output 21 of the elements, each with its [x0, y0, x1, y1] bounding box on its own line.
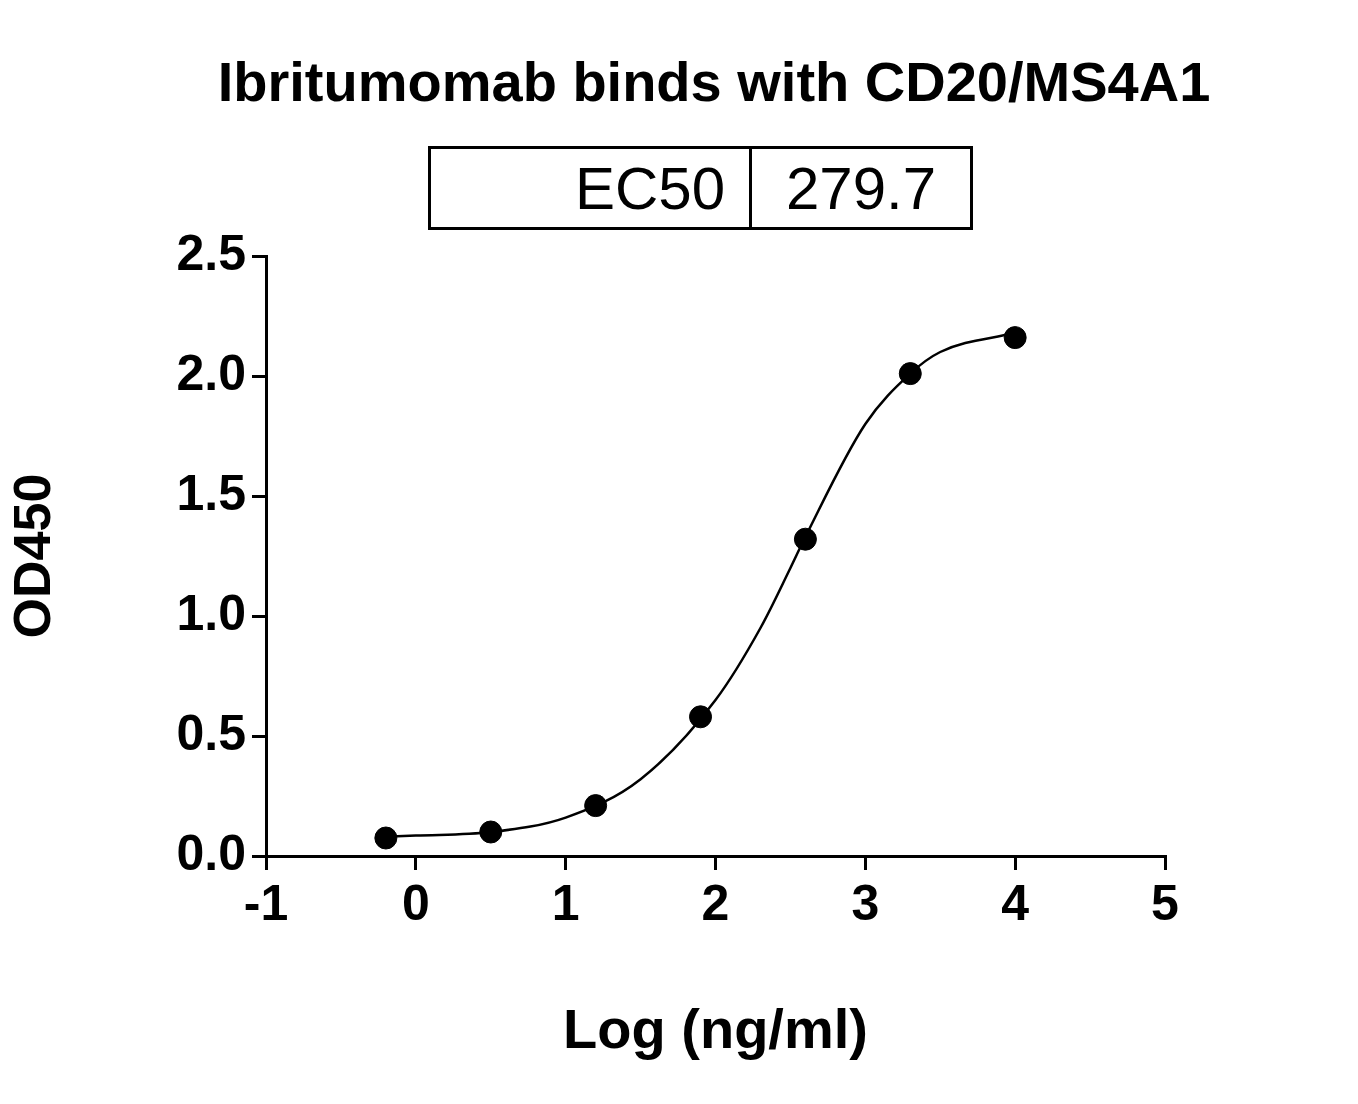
text: EC50 [429, 147, 751, 229]
x-tick-label: 2 [701, 874, 730, 931]
chart-title: Ibritumomab binds with CD20/MS4A1 [216, 50, 1212, 114]
text: 279.7 [750, 147, 972, 229]
y-tick-label: 2.5 [176, 224, 246, 281]
point [1003, 326, 1027, 350]
y-axis-title: OD450 [2, 473, 61, 639]
x-tick-label: 1 [551, 874, 580, 931]
y-tick-label: 0.5 [176, 704, 246, 761]
x-tick-label: 3 [851, 874, 880, 931]
y-tick-label: 2.0 [176, 344, 246, 401]
point [479, 820, 503, 844]
y-tick-label: 0.0 [176, 824, 246, 881]
x-tick-label: 0 [401, 874, 430, 931]
y-tick-label: 1.0 [176, 584, 246, 641]
y-tick-label: 1.5 [176, 464, 246, 521]
point [374, 826, 398, 850]
x-tick-label: 5 [1151, 874, 1179, 931]
x-axis-title: Log (ng/ml) [563, 996, 868, 1060]
x-tick-label: -1 [243, 874, 289, 931]
x-tick-label: 4 [1001, 874, 1030, 931]
